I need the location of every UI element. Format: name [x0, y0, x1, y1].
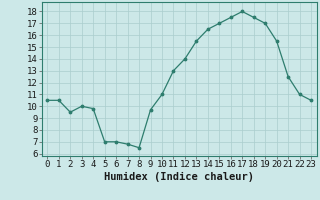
X-axis label: Humidex (Indice chaleur): Humidex (Indice chaleur) [104, 172, 254, 182]
